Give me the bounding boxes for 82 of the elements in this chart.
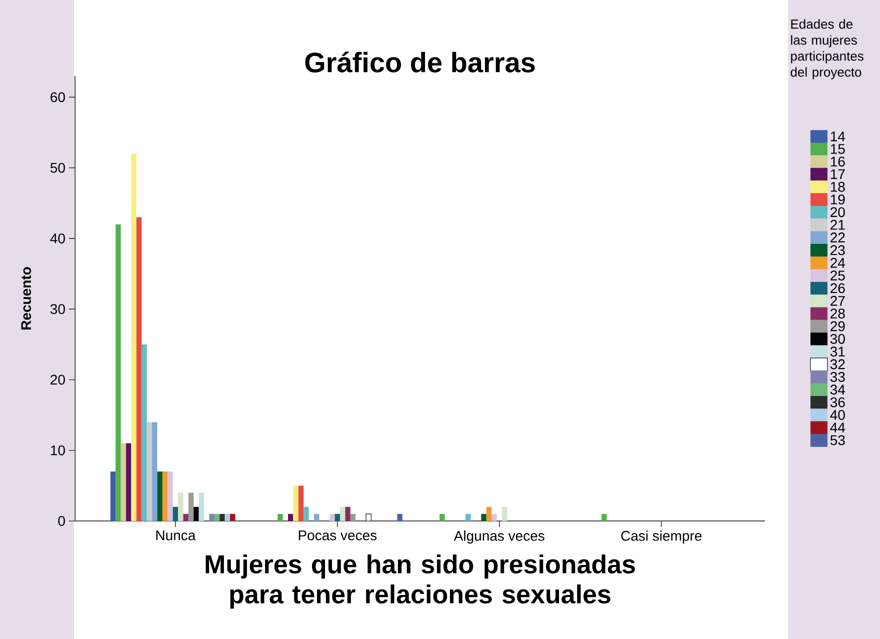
- chart-title: Gráfico de barras: [305, 52, 535, 72]
- bar: [178, 492, 184, 521]
- bar: [366, 514, 372, 522]
- bar: [330, 514, 335, 521]
- legend-label: 17: [830, 169, 845, 179]
- x-tick-label: Pocas veces: [298, 530, 377, 540]
- legend-label: 25: [830, 270, 845, 281]
- bar: [126, 443, 132, 521]
- legend-label: 24: [830, 258, 846, 268]
- legend-label: 16: [830, 156, 845, 167]
- y-tick-label: 40: [50, 233, 65, 244]
- bar: [194, 506, 199, 521]
- legend-label: 30: [830, 334, 845, 344]
- bar: [224, 514, 230, 521]
- bar: [486, 506, 492, 521]
- x-tick-label: Casi siempre: [621, 530, 702, 544]
- legend-label: 15: [830, 144, 845, 154]
- legend-label: 53: [830, 435, 845, 446]
- y-tick-label: 60: [50, 92, 65, 102]
- legend-title: Edades de las mujeres participantes del proyecto: [790, 19, 864, 80]
- bar: [502, 506, 508, 521]
- legend-label: 22: [830, 232, 845, 242]
- bar: [481, 514, 486, 521]
- bar: [340, 506, 346, 521]
- legend-label: 20: [830, 207, 845, 218]
- bar: [278, 514, 283, 521]
- bar: [397, 514, 402, 521]
- bar: [214, 514, 220, 521]
- y-tick-label: 30: [50, 304, 65, 314]
- legend-label: 40: [830, 410, 845, 420]
- y-tick-label: 50: [50, 162, 65, 173]
- bar: [304, 506, 309, 521]
- bar: [168, 472, 173, 521]
- legend-label: 27: [830, 296, 845, 306]
- x-tick-label: Nunca: [156, 530, 196, 540]
- legend-label: 32: [830, 359, 845, 370]
- bar: [152, 422, 158, 521]
- bar: [492, 514, 497, 521]
- legend-label: 34: [830, 384, 846, 395]
- bar: [120, 443, 126, 521]
- bar: [162, 472, 168, 521]
- bar: [602, 514, 607, 521]
- bar: [157, 472, 162, 521]
- bar: [350, 514, 356, 521]
- legend-label: 33: [830, 372, 845, 382]
- bar: [198, 492, 204, 521]
- bar: [172, 506, 178, 521]
- bar: [110, 472, 116, 521]
- bar: [183, 514, 188, 521]
- bar: [146, 422, 152, 521]
- bar: [293, 486, 298, 521]
- bar: [440, 514, 445, 521]
- bar: [209, 514, 214, 521]
- bar: [334, 514, 340, 521]
- legend-label: 44: [830, 422, 846, 432]
- y-axis-title: Recuento: [21, 267, 32, 330]
- legend-label: 18: [830, 182, 845, 192]
- x-tick-label: Algunas veces: [454, 530, 544, 544]
- x-axis-title: Mujeres que han sido presionadas para tener relaciones sexuales: [206, 554, 635, 609]
- legend-label: 19: [830, 194, 845, 204]
- bar: [345, 506, 350, 521]
- bar: [298, 486, 304, 521]
- bar: [314, 514, 320, 521]
- y-tick-label: 0: [58, 516, 65, 526]
- bar: [136, 217, 142, 521]
- legend-label: 29: [830, 321, 845, 332]
- bar: [131, 154, 136, 521]
- bar: [188, 492, 194, 521]
- bar: [288, 514, 294, 521]
- legend-label: 28: [830, 308, 845, 319]
- legend-label: 14: [830, 132, 846, 142]
- y-tick-label: 20: [50, 374, 65, 385]
- bar: [466, 514, 471, 521]
- bar: [142, 344, 147, 521]
- legend-label: 21: [830, 220, 845, 230]
- legend-label: 36: [830, 397, 845, 408]
- legend-label: 23: [830, 245, 845, 256]
- bar: [230, 514, 236, 521]
- legend-label: 26: [830, 283, 845, 294]
- bar: [116, 224, 121, 521]
- legend-label: 31: [830, 346, 845, 357]
- y-tick-label: 10: [50, 445, 65, 456]
